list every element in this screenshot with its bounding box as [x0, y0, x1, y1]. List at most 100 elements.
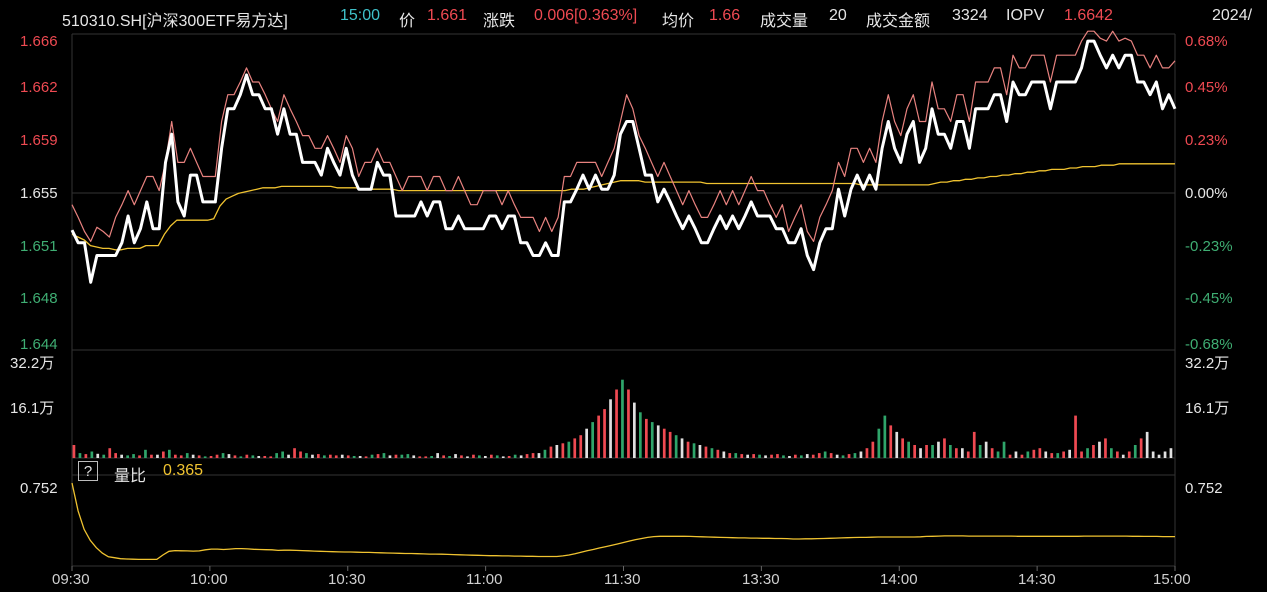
time-tick-1000: 10:00: [190, 571, 228, 588]
volume-bar: [174, 454, 177, 458]
time-tick-1430: 14:30: [1018, 571, 1056, 588]
volume-bar: [490, 454, 493, 458]
volume-value: 20: [829, 7, 847, 24]
pct-tick-6: -0.45%: [1185, 290, 1233, 307]
volume-bar: [215, 454, 219, 458]
volume-bar: [519, 455, 523, 458]
volume-bar: [573, 438, 577, 458]
volume-bar: [913, 445, 916, 458]
time-tick-1330: 13:30: [742, 571, 780, 588]
volume-bar: [996, 451, 1000, 458]
volume-bar: [931, 445, 934, 458]
volume-bar: [114, 453, 117, 458]
volume-bar: [430, 456, 433, 458]
volume-bar: [1104, 438, 1107, 458]
volume-bar: [1002, 441, 1006, 458]
volume-bar: [352, 456, 356, 458]
volume-bar: [323, 455, 326, 458]
volume-bar: [311, 454, 314, 458]
volume-bar: [889, 425, 893, 458]
volume-bar: [513, 454, 517, 458]
volume-bar: [966, 451, 970, 458]
volume-bar: [758, 454, 761, 458]
volume-bar: [525, 454, 529, 458]
volume-bar: [257, 456, 261, 458]
volume-bar: [1169, 448, 1173, 458]
volume-bar: [126, 455, 129, 458]
volume-bar: [841, 455, 845, 458]
volume-bar: [227, 454, 231, 458]
volume-bar: [1163, 451, 1167, 458]
volume-bar: [1139, 438, 1143, 458]
volume-bar: [251, 455, 255, 458]
price-tick-4: 1.655: [20, 185, 58, 202]
volume-bar: [615, 389, 618, 458]
volume-bar: [692, 443, 696, 458]
volume-bar: [454, 454, 457, 458]
volume-bar: [919, 448, 922, 458]
volume-bar: [740, 454, 744, 458]
average-price-line: [71, 163, 1175, 251]
volume-bar: [138, 455, 141, 458]
volume-bar: [102, 454, 106, 458]
volume-bar: [1133, 445, 1137, 458]
volume-bar: [1151, 451, 1155, 458]
symbol-name[interactable]: 510310.SH[沪深300ETF易方达]: [62, 13, 288, 30]
volume-bar: [239, 456, 243, 458]
volume-bar: [925, 445, 928, 458]
volume-bar: [185, 453, 189, 458]
time-tick-0930: 09:30: [52, 571, 90, 588]
ratio-tick-right: 0.752: [1185, 480, 1223, 497]
volume-bar: [436, 453, 439, 458]
quote-time: 15:00: [340, 7, 381, 24]
volume-bar: [495, 455, 499, 458]
volume-bar: [287, 454, 290, 458]
volume-bar: [484, 456, 487, 458]
volume-bar: [746, 454, 749, 458]
volume-bar: [561, 443, 565, 458]
volume-bar: [299, 451, 302, 458]
volume-bar: [442, 455, 445, 458]
volume-bar: [317, 454, 320, 458]
volume-bar: [1020, 454, 1024, 458]
volume-bar: [943, 438, 946, 458]
volume-bar: [764, 455, 767, 458]
volume-bar: [84, 454, 88, 458]
volume-bar: [680, 438, 684, 458]
volume-bar: [639, 412, 642, 458]
volume-bar: [412, 455, 416, 458]
volume-bar: [370, 454, 374, 458]
volume-bar: [937, 441, 940, 458]
volume-bar: [168, 449, 171, 458]
volume-bar: [293, 448, 296, 458]
volume-bar: [549, 446, 553, 458]
volume-bar: [334, 455, 338, 458]
volume-ratio-line: [71, 482, 1175, 561]
volume-bar: [537, 453, 541, 458]
volume-bar: [478, 455, 481, 458]
volume-bar: [1032, 449, 1036, 458]
volume-bar: [877, 428, 881, 458]
price-tick-6: 1.648: [20, 290, 58, 307]
volume-bar: [645, 418, 648, 458]
price-tick-7: 1.644: [20, 336, 58, 353]
volume-bar: [949, 445, 952, 458]
help-icon[interactable]: ?: [78, 461, 98, 481]
volume-bar: [424, 456, 428, 458]
volume-bar: [1074, 415, 1077, 458]
volume-bar: [72, 445, 76, 458]
avg-price-label: 均价: [662, 13, 695, 30]
price-label: 价: [399, 13, 416, 30]
volume-bar: [716, 449, 720, 458]
volume-bar: [955, 448, 958, 458]
volume-bar: [406, 454, 410, 458]
iopv-line: [71, 30, 1176, 242]
volume-bar: [1068, 449, 1071, 458]
pct-tick-3: 0.23%: [1185, 132, 1228, 149]
time-tick-1100: 11:00: [466, 571, 503, 588]
volume-bar: [650, 422, 654, 458]
volume-bar: [609, 399, 612, 458]
volume-bar: [531, 453, 535, 458]
volume-bar: [1026, 451, 1030, 458]
